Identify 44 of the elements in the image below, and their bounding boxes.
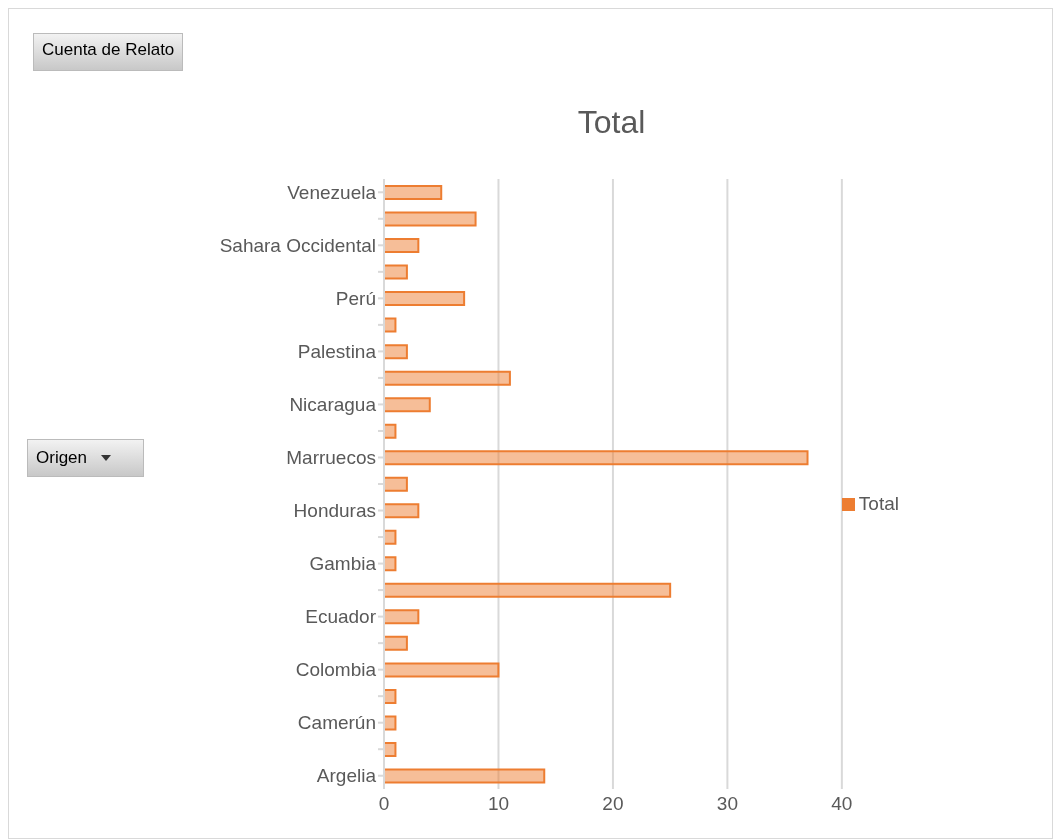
bar bbox=[384, 344, 408, 360]
y-tick-label: Gambia bbox=[309, 553, 377, 575]
x-tick-label: 30 bbox=[716, 793, 738, 815]
x-tick-label: 0 bbox=[378, 793, 390, 815]
bar bbox=[384, 635, 408, 651]
y-tick-label: Palestina bbox=[297, 341, 377, 363]
bar bbox=[384, 185, 443, 200]
bar bbox=[384, 450, 809, 466]
bar bbox=[384, 715, 397, 731]
bar bbox=[384, 211, 477, 227]
bar bbox=[384, 741, 397, 757]
bar bbox=[384, 609, 420, 625]
text: Cuenta de Relato bbox=[33, 33, 184, 71]
bar bbox=[384, 768, 546, 784]
bar bbox=[384, 529, 397, 545]
y-tick-label: Venezuela bbox=[287, 182, 377, 204]
bar bbox=[384, 370, 511, 386]
y-tick-label: Ecuador bbox=[305, 606, 377, 628]
y-tick-label: Argelia bbox=[316, 765, 377, 787]
bar bbox=[384, 503, 420, 519]
y-tick-label: Colombia bbox=[295, 659, 377, 681]
bar bbox=[384, 238, 420, 254]
bar bbox=[384, 423, 397, 439]
bar bbox=[384, 556, 397, 572]
y-tick-label: Sahara Occidental bbox=[219, 235, 376, 257]
x-tick-label: 40 bbox=[831, 793, 853, 815]
x-tick-label: 10 bbox=[487, 793, 510, 815]
bar bbox=[384, 582, 672, 598]
y-tick-label: Nicaragua bbox=[289, 394, 377, 416]
bar bbox=[384, 476, 408, 492]
bar bbox=[384, 317, 397, 333]
x-tick-label: 20 bbox=[602, 793, 624, 815]
bar bbox=[384, 688, 397, 704]
y-tick-label: Marruecos bbox=[286, 447, 376, 469]
bar bbox=[384, 264, 408, 280]
bar bbox=[384, 397, 431, 413]
chart-title: Total bbox=[577, 104, 646, 140]
y-tick-label: Perú bbox=[335, 288, 376, 310]
y-tick-label: Honduras bbox=[293, 500, 376, 522]
bar bbox=[384, 291, 466, 307]
y-tick-label: Camerún bbox=[297, 712, 376, 734]
bar bbox=[384, 662, 500, 678]
legend-label: Total bbox=[858, 493, 899, 514]
text: Origen bbox=[36, 448, 88, 468]
